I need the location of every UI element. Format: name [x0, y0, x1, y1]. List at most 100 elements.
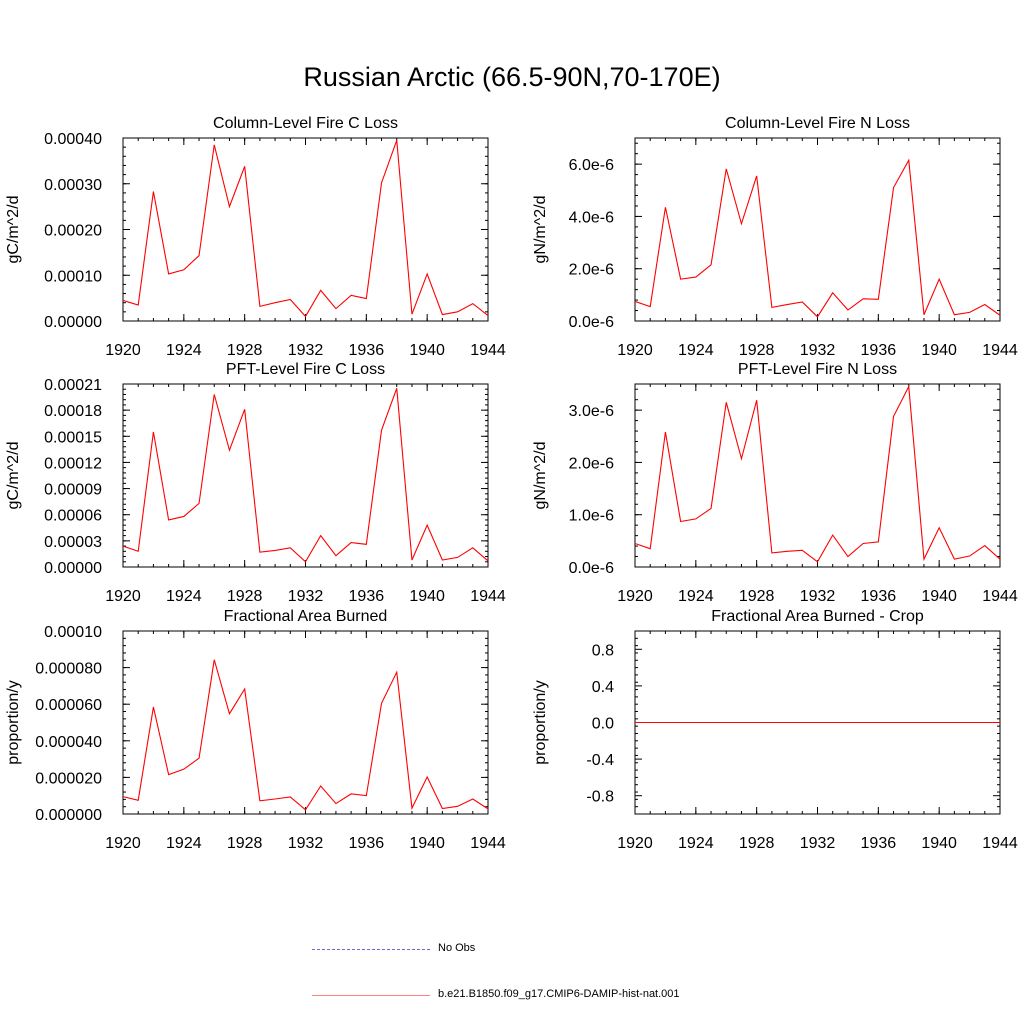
x-tick-label: 1920 — [617, 835, 653, 852]
x-tick-label: 1944 — [470, 342, 506, 359]
y-tick-label: -0.4 — [586, 752, 614, 769]
x-tick-label: 1944 — [982, 588, 1018, 605]
x-tick-label: 1940 — [409, 835, 445, 852]
y-tick-label: 0.0e-6 — [569, 560, 614, 577]
y-tick-label: 2.0e-6 — [569, 455, 614, 472]
x-tick-label: 1940 — [921, 835, 957, 852]
x-tick-label: 1928 — [227, 588, 263, 605]
x-tick-label: 1932 — [800, 588, 836, 605]
panel-title: PFT-Level Fire C Loss — [226, 361, 385, 378]
x-tick-label: 1936 — [861, 342, 897, 359]
x-tick-label: 1924 — [166, 342, 202, 359]
y-tick-label: 2.0e-6 — [569, 262, 614, 279]
plot-frame — [122, 137, 489, 322]
panel-title: Fractional Area Burned — [224, 608, 388, 625]
y-tick-label: 0.00020 — [44, 223, 102, 240]
x-tick-label: 1924 — [678, 588, 714, 605]
figure-title: Russian Arctic (66.5-90N,70-170E) — [303, 62, 721, 92]
x-tick-label: 1932 — [288, 588, 324, 605]
x-tick-label: 1936 — [349, 342, 385, 359]
chart-panel-4: 1920 1924 1928 1932 1936 1940 1944 0.0e-6 1.0e-6… — [532, 361, 1018, 605]
x-tick-label: 1940 — [409, 342, 445, 359]
y-tick-label: 0.000080 — [35, 661, 102, 678]
x-tick-label: 1940 — [921, 588, 957, 605]
x-tick-label: 1920 — [105, 835, 141, 852]
y-tick-label: 0.00012 — [44, 455, 102, 472]
legend-line-no-obs — [312, 949, 430, 950]
y-tick-label: 0.000000 — [35, 807, 102, 824]
x-tick-label: 1936 — [349, 835, 385, 852]
y-axis-label: proportion/y — [532, 680, 549, 765]
y-axis-label: gN/m^2/d — [532, 442, 549, 510]
x-tick-label: 1932 — [288, 835, 324, 852]
x-tick-label: 1936 — [861, 588, 897, 605]
x-tick-label: 1920 — [617, 588, 653, 605]
y-tick-label: 0.00006 — [44, 508, 102, 525]
y-tick-label: 0.0e-6 — [569, 314, 614, 331]
y-tick-label: 0.00040 — [44, 131, 102, 148]
x-tick-label: 1928 — [739, 342, 775, 359]
x-tick-label: 1940 — [921, 342, 957, 359]
x-tick-label: 1944 — [982, 835, 1018, 852]
x-tick-label: 1924 — [678, 342, 714, 359]
y-axis-label: gN/m^2/d — [532, 196, 549, 264]
series-line — [122, 140, 489, 318]
series-line — [634, 158, 1001, 318]
x-tick-label: 1928 — [227, 835, 263, 852]
x-tick-label: 1936 — [861, 835, 897, 852]
y-tick-label: 0.00009 — [44, 482, 102, 499]
panel-title: Column-Level Fire N Loss — [725, 115, 910, 132]
y-axis-label: gC/m^2/d — [5, 196, 22, 264]
chart-panel-1: 1920 1924 1928 1932 1936 1940 1944 0.00000 0.000… — [5, 115, 506, 359]
x-tick-label: 1940 — [409, 588, 445, 605]
legend-label-model-run: b.e21.B1850.f09_g17.CMIP6-DAMIP-hist-nat… — [438, 988, 680, 1000]
y-axis-label: gC/m^2/d — [5, 442, 22, 510]
legend-line-model-run — [312, 995, 430, 996]
y-tick-label: 6.0e-6 — [569, 157, 614, 174]
x-tick-label: 1920 — [617, 342, 653, 359]
y-tick-label: 0.00003 — [44, 534, 102, 551]
x-tick-label: 1928 — [227, 342, 263, 359]
y-axis-label: proportion/y — [5, 680, 22, 765]
series-line — [634, 384, 1001, 563]
y-tick-label: 4.0e-6 — [569, 209, 614, 226]
x-tick-label: 1924 — [678, 835, 714, 852]
chart-panel-6: 1920 1924 1928 1932 1936 1940 1944 -0.8 -0.4 0.0 0… — [532, 608, 1018, 852]
y-tick-label: 0.000060 — [35, 697, 102, 714]
y-tick-label: 0.0 — [592, 716, 614, 733]
x-tick-label: 1944 — [470, 588, 506, 605]
panel-title: Column-Level Fire C Loss — [213, 115, 398, 132]
panel-title: PFT-Level Fire N Loss — [738, 361, 897, 378]
x-tick-label: 1944 — [470, 835, 506, 852]
x-tick-label: 1928 — [739, 835, 775, 852]
panel-title: Fractional Area Burned - Crop — [711, 608, 924, 625]
y-tick-label: 0.00021 — [44, 377, 102, 394]
chart-panel-5: 1920 1924 1928 1932 1936 1940 1944 0.000000 0.00… — [5, 608, 506, 852]
y-tick-label: 0.00015 — [44, 429, 102, 446]
x-tick-label: 1932 — [800, 835, 836, 852]
y-tick-label: 0.00030 — [44, 177, 102, 194]
chart-panel-3: 1920 1924 1928 1932 1936 1940 1944 0.00000 0.000… — [5, 361, 506, 605]
y-tick-label: 0.8 — [592, 642, 614, 659]
x-tick-label: 1924 — [166, 588, 202, 605]
x-tick-label: 1936 — [349, 588, 385, 605]
y-tick-label: 0.4 — [592, 679, 614, 696]
x-tick-label: 1932 — [288, 342, 324, 359]
y-tick-label: -0.8 — [586, 789, 614, 806]
series-line — [122, 659, 489, 811]
y-tick-label: 1.0e-6 — [569, 508, 614, 525]
chart-panel-2: 1920 1924 1928 1932 1936 1940 1944 0.0e-6 2.0e-6… — [532, 115, 1018, 359]
series-line — [122, 388, 489, 563]
legend-label-no-obs: No Obs — [438, 942, 476, 954]
y-tick-label: 0.00000 — [44, 314, 102, 331]
y-tick-label: 0.000020 — [35, 770, 102, 787]
x-tick-label: 1920 — [105, 342, 141, 359]
x-tick-label: 1920 — [105, 588, 141, 605]
x-tick-label: 1944 — [982, 342, 1018, 359]
x-tick-label: 1928 — [739, 588, 775, 605]
y-tick-label: 0.00010 — [44, 624, 102, 641]
x-tick-label: 1932 — [800, 342, 836, 359]
y-tick-label: 0.000040 — [35, 734, 102, 751]
y-tick-label: 0.00010 — [44, 268, 102, 285]
